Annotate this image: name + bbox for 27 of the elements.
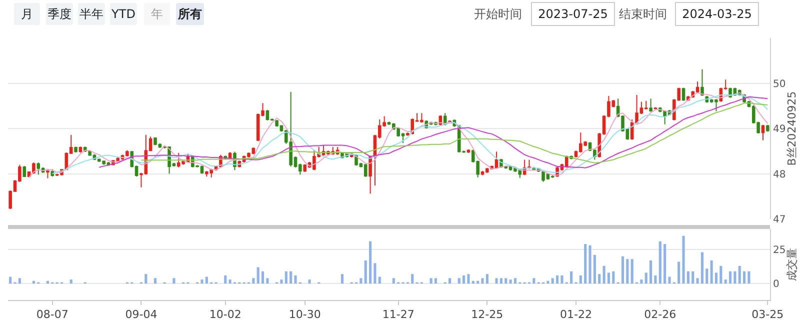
y-tick-label: 47 — [773, 214, 786, 226]
text: 结束时间 — [619, 6, 668, 23]
x-tick-label: 08-07 — [36, 308, 68, 322]
y-tick-label: 25 — [773, 244, 786, 256]
x-tick-label: 11-27 — [382, 308, 414, 322]
text: 所有 — [176, 3, 204, 25]
y-tick-label: 50 — [773, 78, 786, 90]
text: 2024-03-25 — [675, 2, 759, 26]
text: 开始时间 — [474, 6, 523, 23]
text: 季度 — [46, 3, 73, 25]
y-axis-title: 成交量 — [786, 248, 799, 281]
text: 月 — [14, 3, 40, 25]
x-tick-label: 09-04 — [125, 308, 158, 322]
text: 半年 — [78, 3, 105, 25]
x-tick-label: 01-22 — [560, 308, 592, 322]
x-tick-label: 02-26 — [644, 308, 676, 322]
text: YTD — [110, 3, 137, 25]
text: 2023-07-25 — [531, 2, 615, 26]
text: 年 — [144, 3, 170, 25]
x-tick-label: 10-02 — [209, 308, 242, 322]
x-tick-label: 10-30 — [288, 308, 321, 322]
y-tick-label: 48 — [773, 169, 786, 180]
y-tick-label: 0 — [773, 279, 780, 290]
y-axis-title: B丝20240925 — [786, 91, 799, 166]
x-tick-label: 03-25 — [752, 308, 784, 322]
y-tick-label: 49 — [773, 124, 786, 135]
x-tick-label: 12-25 — [471, 308, 504, 322]
